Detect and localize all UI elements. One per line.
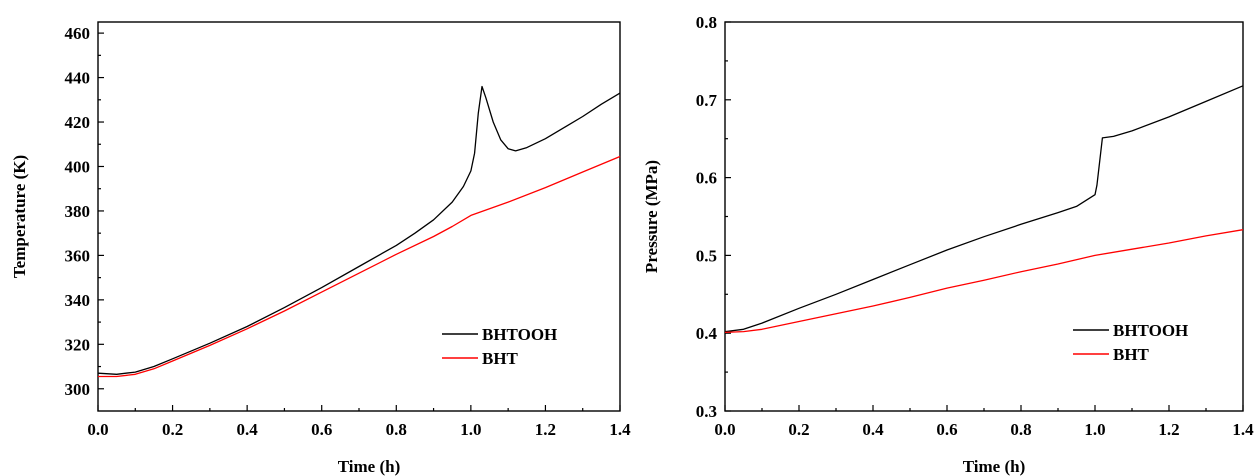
series-line-bht [98, 155, 621, 378]
temperature-chart: 0.0 0.2 0.4 0.6 0.8 1.0 1.2 1.4 300 320 340 360 380 4… [10, 21, 631, 476]
y-tick-label: 380 [65, 202, 91, 221]
pressure-chart: 0.0 0.2 0.4 0.6 0.8 1.0 1.2 1.4 0.3 0.4 0.5 0.6 0.7 0… [642, 13, 1254, 476]
y-tick-label: 0.3 [696, 402, 717, 421]
x-tick-label: 1.2 [535, 420, 556, 439]
y-tick-label: 0.6 [696, 169, 717, 188]
x-tick-label: 0.6 [936, 420, 957, 439]
legend-label-bhtooh: BHTOOH [1113, 321, 1188, 340]
pressure-chart-panel: 0.0 0.2 0.4 0.6 0.8 1.0 1.2 1.4 0.3 0.4 0.5 0.6 0.7 0… [630, 0, 1259, 476]
y-tick-label: 320 [65, 335, 91, 354]
x-tick-label: 0.6 [311, 420, 332, 439]
x-tick-label: 1.4 [609, 420, 631, 439]
series-line-bhtooh [97, 85, 621, 375]
y-tick-label: 0.8 [696, 13, 717, 32]
y-tick-label: 0.5 [696, 246, 717, 265]
temperature-plot-frame [97, 21, 621, 412]
legend-label-bht: BHT [1113, 345, 1150, 364]
x-tick-label: 1.2 [1158, 420, 1179, 439]
y-tick-label: 440 [65, 69, 91, 88]
x-tick-label: 0.2 [162, 420, 183, 439]
temperature-chart-panel: 0.0 0.2 0.4 0.6 0.8 1.0 1.2 1.4 300 320 340 360 380 4… [10, 21, 631, 476]
y-tick-label: 340 [65, 291, 91, 310]
x-tick-label: 0.0 [714, 420, 735, 439]
series-line-bhtooh [724, 85, 1244, 333]
x-tick-label: 0.8 [386, 420, 407, 439]
y-tick-label: 420 [65, 113, 91, 132]
pressure-plot-frame [724, 21, 1244, 412]
x-tick-label: 0.2 [788, 420, 809, 439]
pressure-y-axis-label: Pressure (MPa) [642, 160, 661, 273]
temperature-x-axis-label: Time (h) [338, 457, 401, 476]
y-tick-label: 460 [65, 24, 91, 43]
y-tick-label: 0.7 [696, 91, 718, 110]
pressure-x-axis-label: Time (h) [963, 457, 1026, 476]
x-tick-label: 1.0 [460, 420, 481, 439]
y-tick-label: 360 [65, 246, 91, 265]
series-line-bht [724, 229, 1244, 334]
x-tick-label: 0.8 [1010, 420, 1031, 439]
x-tick-label: 1.0 [1084, 420, 1105, 439]
x-tick-label: 0.4 [237, 420, 259, 439]
x-tick-label: 1.4 [1232, 420, 1254, 439]
x-tick-label: 0.4 [862, 420, 884, 439]
y-tick-label: 400 [65, 157, 91, 176]
y-tick-label: 300 [65, 380, 91, 399]
y-tick-label: 0.4 [696, 324, 718, 343]
legend-label-bhtooh: BHTOOH [482, 325, 557, 344]
temperature-y-axis-label: Temperature (K) [10, 155, 29, 278]
x-tick-label: 0.0 [87, 420, 108, 439]
legend-label-bht: BHT [482, 349, 519, 368]
